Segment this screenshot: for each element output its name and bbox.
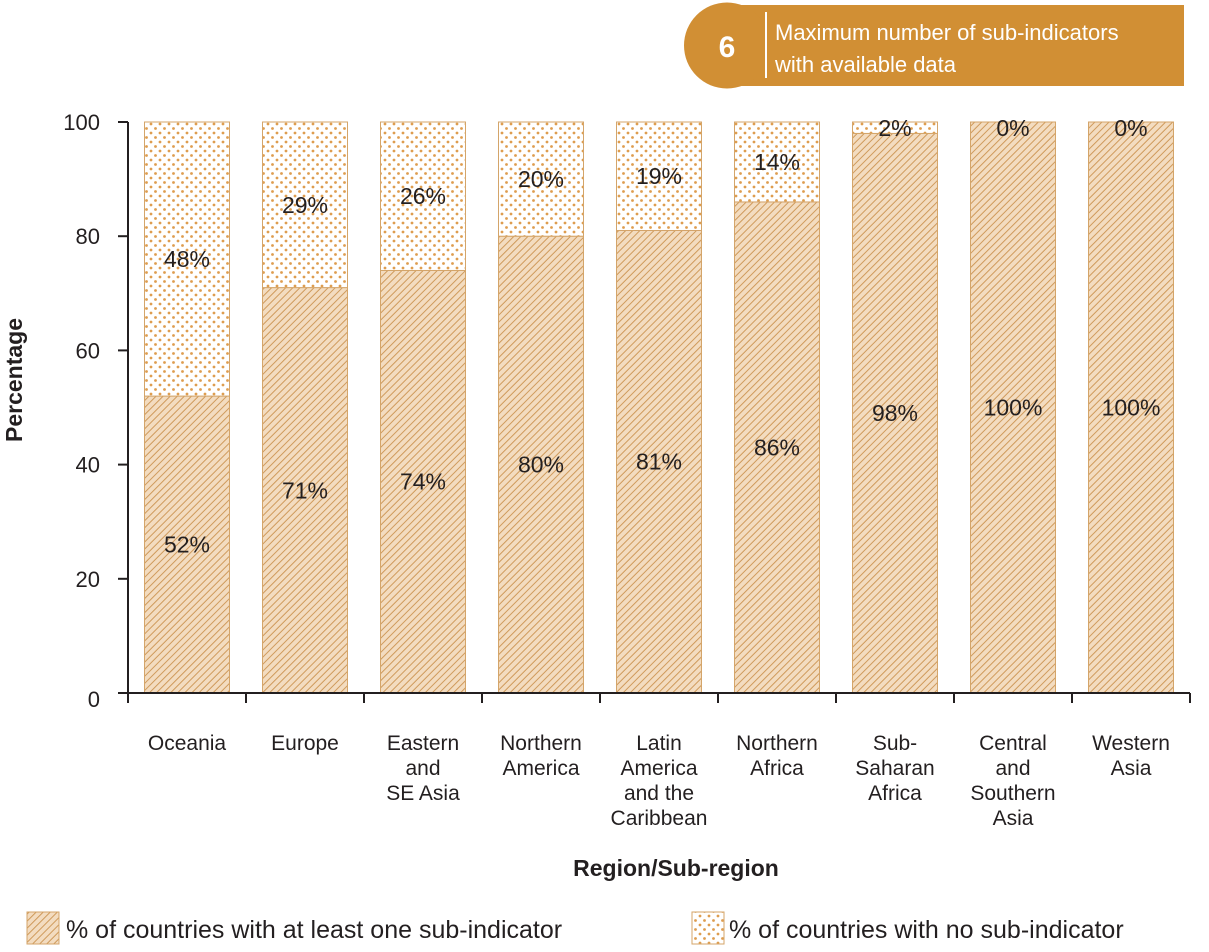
info-banner: 6 Maximum number of sub-indicators with …	[684, 2, 1184, 89]
category-label: SE Asia	[386, 782, 460, 805]
y-tick-label: 40	[76, 453, 100, 478]
bar-no-sub-indicator	[616, 121, 702, 231]
banner-line-1: Maximum number of sub-indicators	[775, 20, 1119, 45]
y-tick-label: 20	[76, 567, 100, 592]
data-label-at-least-one: 100%	[984, 395, 1043, 421]
banner-circle	[684, 2, 770, 89]
category-label: and	[995, 757, 1030, 780]
data-label-no-sub-indicator: 26%	[400, 183, 446, 209]
data-label-no-sub-indicator: 48%	[164, 246, 210, 272]
data-label-at-least-one: 98%	[872, 400, 918, 426]
legend: % of countries with at least one sub-ind…	[26, 911, 1124, 945]
bar-at-least-one	[970, 121, 1056, 694]
y-tick-label: 0	[88, 687, 100, 712]
data-label-at-least-one: 52%	[164, 532, 210, 558]
bar-no-sub-indicator	[144, 121, 230, 397]
data-label-no-sub-indicator: 0%	[1114, 115, 1147, 141]
bar-at-least-one	[734, 201, 820, 694]
category-label: Europe	[271, 732, 339, 755]
bar-no-sub-indicator	[498, 121, 584, 237]
data-label-no-sub-indicator: 2%	[878, 115, 911, 141]
x-axis-title: Region/Sub-region	[573, 855, 779, 881]
banner-number: 6	[719, 31, 736, 64]
plot-area: 52% 48% 71% 29% 74% 26% 80% 20% 81% 19% 86% 14% 98% 2…	[144, 115, 1174, 694]
bar-at-least-one	[616, 229, 702, 694]
bar-at-least-one	[498, 235, 584, 694]
category-label: Central	[979, 732, 1047, 755]
bar-no-sub-indicator	[262, 121, 348, 289]
bar-no-sub-indicator	[852, 121, 938, 134]
data-label-no-sub-indicator: 0%	[996, 115, 1029, 141]
category-label: Africa	[750, 757, 804, 780]
bar-no-sub-indicator	[734, 121, 820, 203]
category-label: Eastern	[387, 732, 459, 755]
legend-swatch-dots	[691, 911, 725, 945]
bar-at-least-one	[144, 395, 230, 694]
category-label: Southern	[970, 782, 1055, 805]
category-label: Africa	[868, 782, 922, 805]
category-label: Saharan	[855, 757, 934, 780]
data-label-no-sub-indicator: 29%	[282, 192, 328, 218]
data-label-no-sub-indicator: 19%	[636, 163, 682, 189]
y-tick-label: 80	[76, 224, 100, 249]
legend-swatch-hatch	[26, 911, 60, 945]
legend-label-no-sub-indicator: % of countries with no sub-indicator	[729, 916, 1124, 944]
y-tick-label: 100	[63, 110, 100, 135]
category-label: and	[405, 757, 440, 780]
data-label-at-least-one: 71%	[282, 477, 328, 503]
category-label: Caribbean	[611, 807, 708, 830]
bar-no-sub-indicator	[380, 121, 466, 271]
data-label-at-least-one: 100%	[1102, 395, 1161, 421]
category-label: Sub-	[873, 732, 917, 755]
bar-at-least-one	[1088, 121, 1174, 694]
category-label: and the	[624, 782, 694, 805]
y-tick-label: 60	[76, 338, 100, 363]
bar-at-least-one	[852, 132, 938, 694]
legend-label-at-least-one: % of countries with at least one sub-ind…	[66, 916, 562, 944]
data-label-at-least-one: 80%	[518, 452, 564, 478]
data-label-no-sub-indicator: 14%	[754, 149, 800, 175]
category-label: America	[620, 757, 697, 780]
category-label: Western	[1092, 732, 1170, 755]
category-label: Asia	[993, 807, 1034, 830]
banner-bar	[728, 5, 1184, 86]
data-label-at-least-one: 74%	[400, 469, 446, 495]
data-label-at-least-one: 86%	[754, 434, 800, 460]
category-label: Asia	[1111, 757, 1152, 780]
banner-line-2: with available data	[774, 52, 957, 77]
category-label: America	[502, 757, 579, 780]
data-label-no-sub-indicator: 20%	[518, 166, 564, 192]
category-label: Oceania	[148, 732, 227, 755]
bar-at-least-one	[262, 287, 348, 694]
bar-at-least-one	[380, 269, 466, 694]
y-axis-title: Percentage	[1, 318, 27, 442]
category-label: Northern	[736, 732, 818, 755]
data-label-at-least-one: 81%	[636, 449, 682, 475]
category-label: Northern	[500, 732, 582, 755]
category-label: Latin	[636, 732, 682, 755]
